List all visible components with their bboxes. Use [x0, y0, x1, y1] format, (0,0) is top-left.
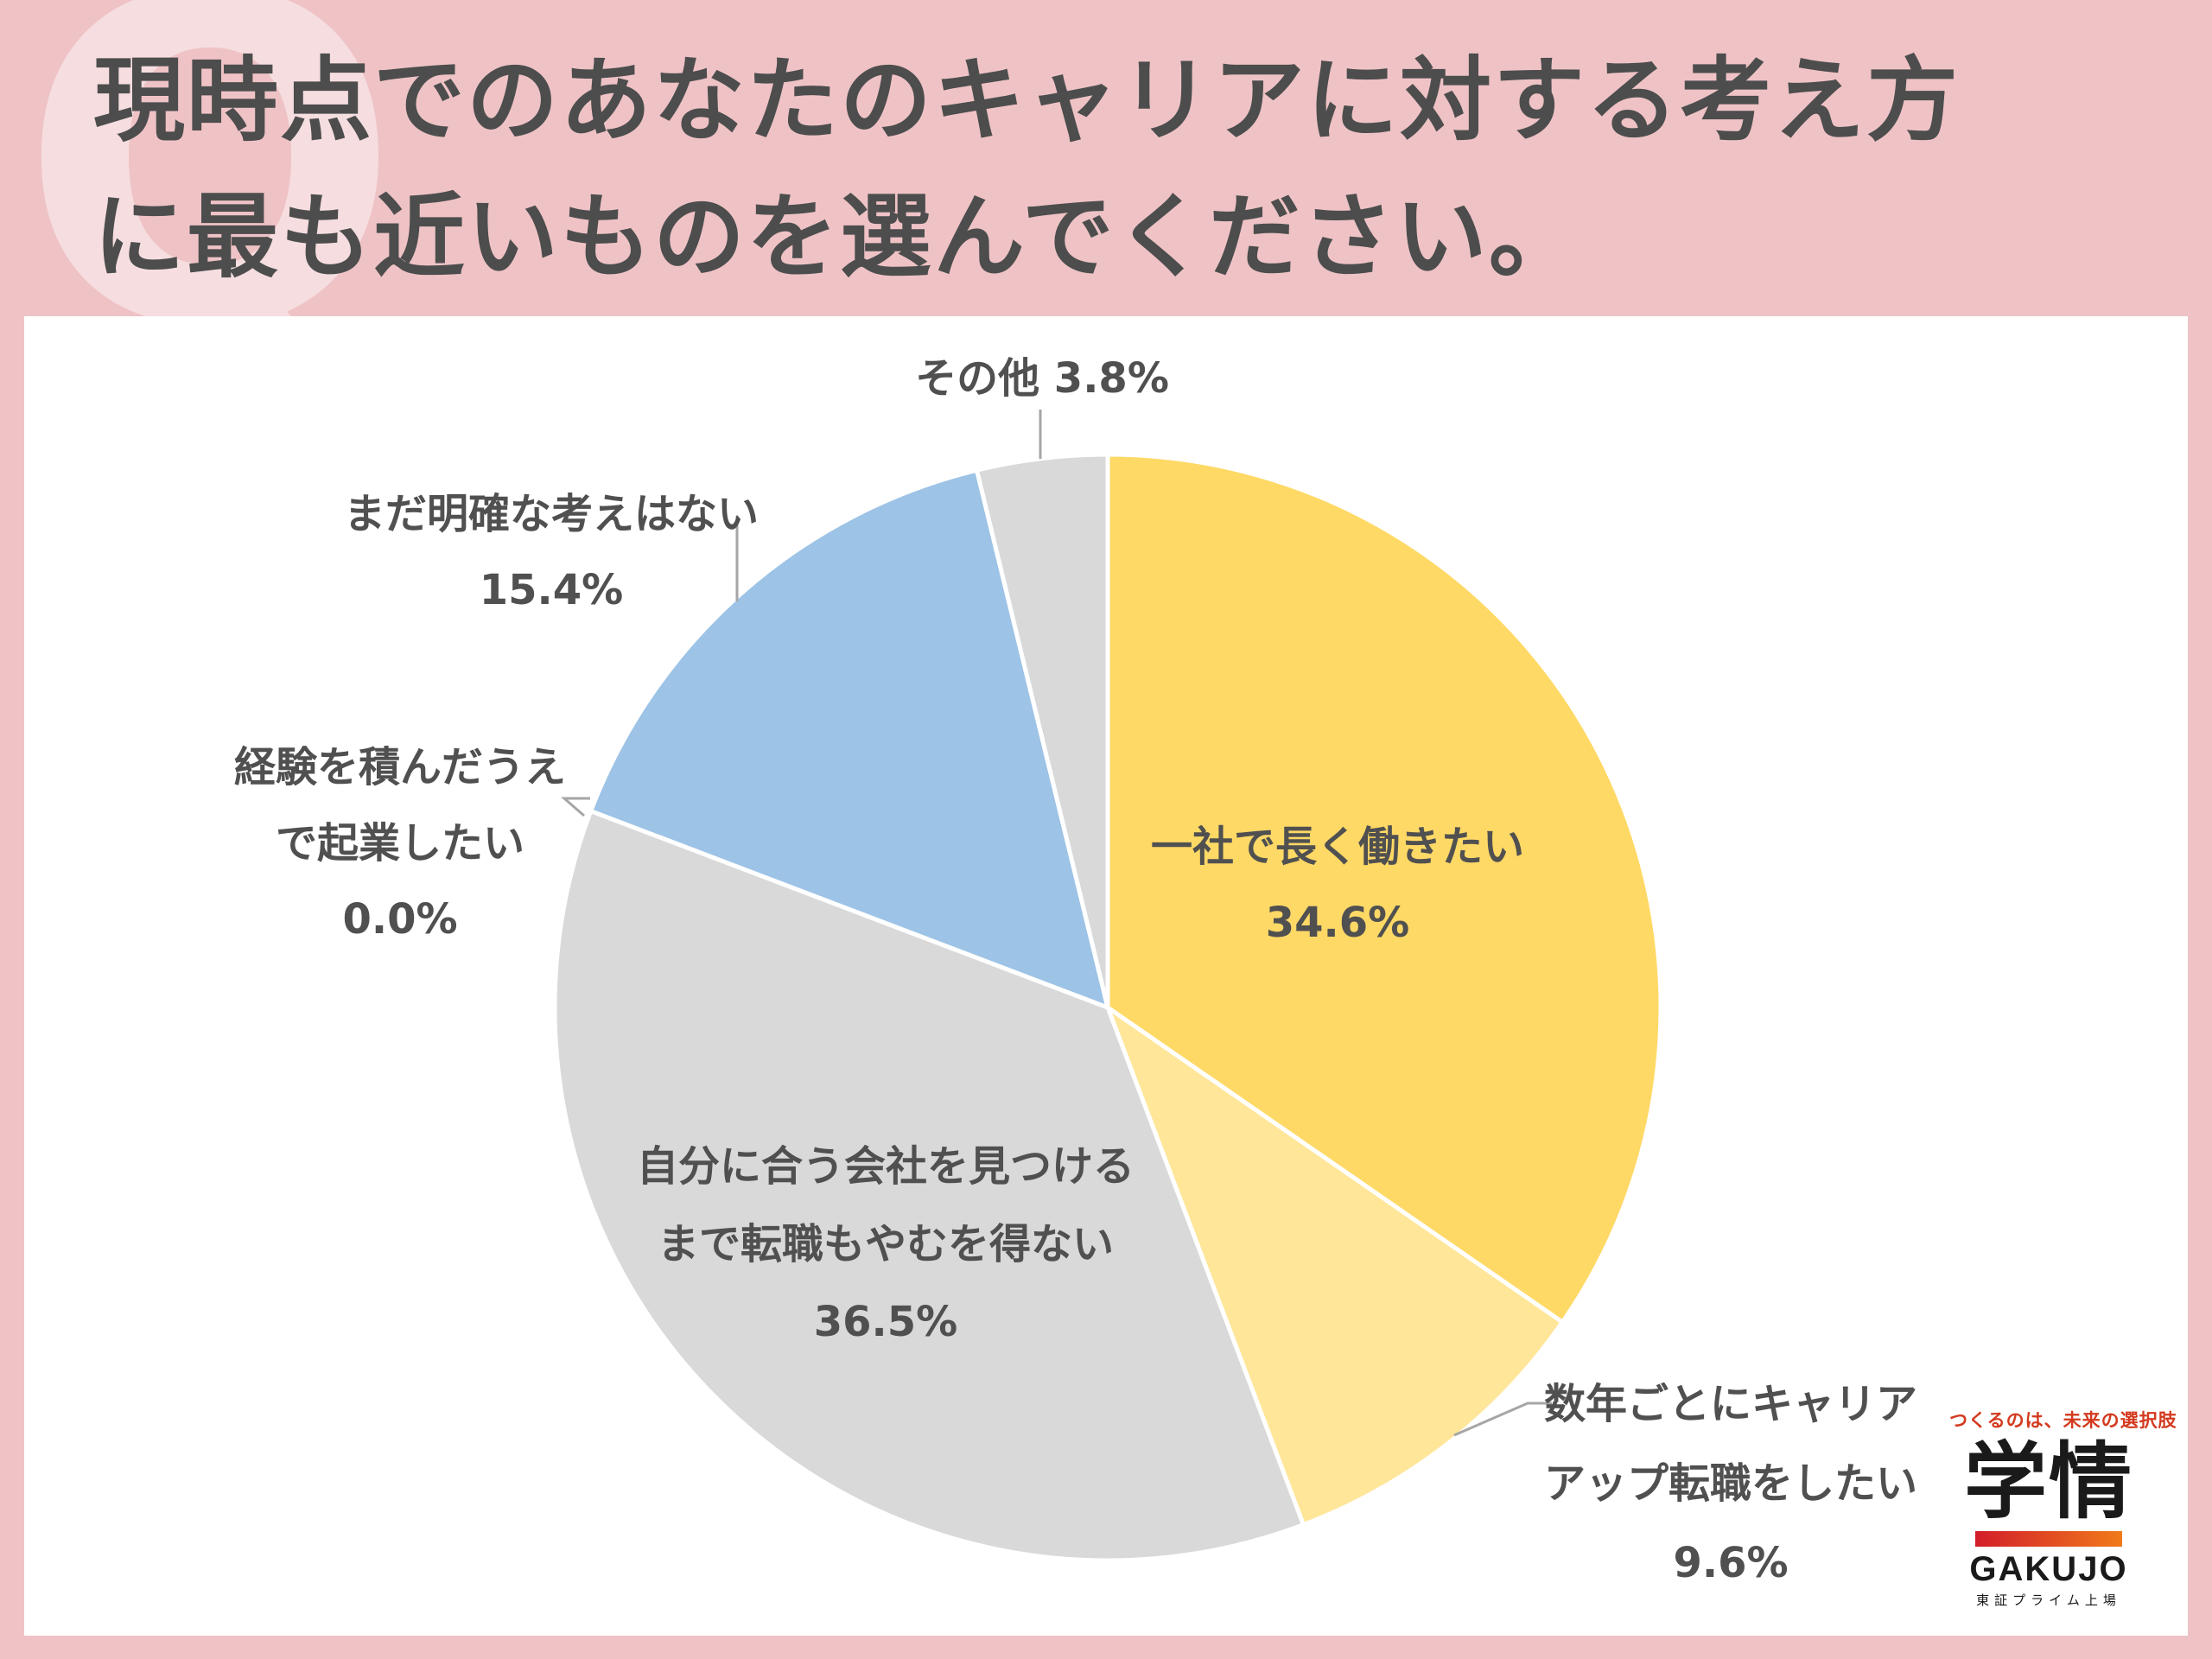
logo-subtitle: 東証プライム上場	[1976, 1592, 2121, 1608]
slice-label-5-line-0: その他 3.8%	[915, 354, 1169, 403]
chart-panel: 一社で長く働きたい 34.6% 数年ごとにキャリア アップ転職をしたい 9.6% 自分に合…	[24, 316, 2188, 1636]
slice-value-label-3: 0.0%	[342, 895, 457, 944]
slice-label-2-line-0: 自分に合う会社を見つける	[637, 1142, 1135, 1191]
slice-value-label-4: 15.4%	[480, 566, 624, 614]
slice-value-label-1: 9.6%	[1673, 1539, 1788, 1587]
title-line-1: 現時点でのあなたのキャリアに対する考え方	[93, 48, 1960, 154]
pie-slice-2	[552, 809, 1306, 1563]
slice-value-label-0: 34.6%	[1266, 899, 1410, 947]
logo-kanji: 学情	[1964, 1433, 2133, 1530]
leader-line-3	[560, 797, 590, 817]
logo-tagline: つくるのは、未来の選択肢	[1949, 1410, 2177, 1431]
pie-slice-5	[974, 452, 1110, 1010]
pie-slice-4	[588, 467, 1110, 1010]
slice-label-4-line-0: まだ明確な考えはない	[344, 490, 759, 538]
title-line-2: に最も近いものを選んでください。	[93, 184, 1582, 290]
leader-lines	[560, 410, 1552, 1437]
pie-slice-0	[1105, 452, 1663, 1325]
logo-bar	[1975, 1531, 2122, 1547]
slice-label-3-line-1: で起業したい	[276, 819, 524, 868]
slice-label-1-line-0: 数年ごとにキャリア	[1544, 1380, 1917, 1428]
slice-label-3-line-0: 経験を積んだうえ	[234, 743, 566, 791]
leader-line-1	[1453, 1402, 1552, 1437]
slice-label-2-line-1: まで転職もやむを得ない	[658, 1220, 1114, 1268]
slice-value-label-2: 36.5%	[814, 1298, 958, 1346]
pie-slice-1	[1105, 1005, 1565, 1528]
page-title: 現時点でのあなたのキャリアに対する考え方 に最も近いものを選んでください。	[93, 33, 1960, 306]
logo-brand: GAKUJO	[1969, 1550, 2128, 1588]
slice-label-1-line-1: アップ転職をしたい	[1544, 1459, 1917, 1508]
gakujo-logo: つくるのは、未来の選択肢 学情 GAKUJO 東証プライム上場	[1949, 1407, 2177, 1609]
slice-label-0-line-0: 一社で長く働きたい	[1151, 823, 1524, 871]
pie-slices	[552, 452, 1663, 1563]
